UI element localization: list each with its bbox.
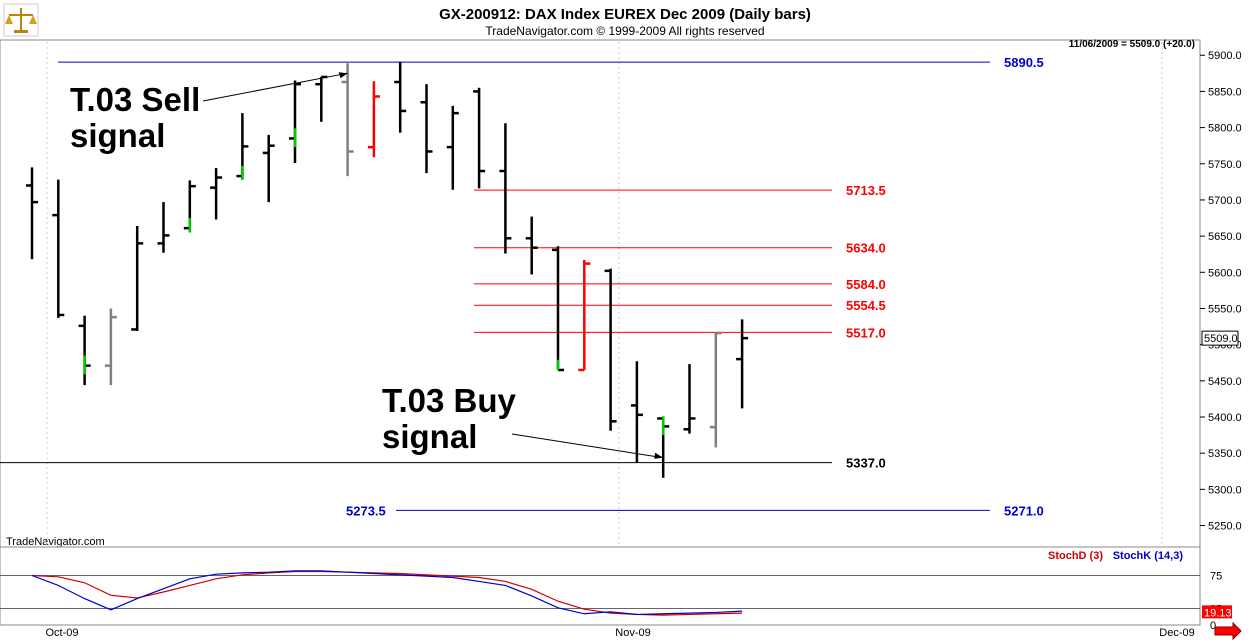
ohlc-bar bbox=[78, 315, 91, 386]
buy-arrow bbox=[511, 433, 664, 459]
ohlc-bar bbox=[394, 61, 407, 133]
y-tick-label: 5700.0 bbox=[1208, 195, 1242, 207]
stoch-lines: 0257519.13 bbox=[0, 570, 1232, 632]
ohlc-bar bbox=[657, 416, 670, 478]
ohlc-bar bbox=[578, 259, 591, 372]
stochK-line bbox=[31, 570, 743, 616]
ohlc-bar bbox=[210, 168, 223, 220]
ohlc-bar bbox=[630, 361, 643, 463]
y-tick-label: 5750.0 bbox=[1208, 159, 1242, 171]
stochD-legend: StochD (3) bbox=[1048, 550, 1103, 562]
stoch-panel bbox=[0, 546, 1201, 626]
ohlc-bar bbox=[236, 113, 249, 180]
last-price-box bbox=[1201, 330, 1239, 346]
y-tick-label: 5250.0 bbox=[1208, 521, 1242, 533]
ohlc-bar bbox=[736, 319, 749, 409]
ohlc-bar bbox=[341, 63, 354, 177]
logo-icon bbox=[3, 3, 39, 37]
chart-subtitle: TradeNavigator.com © 1999-2009 All right… bbox=[485, 24, 764, 38]
y-tick-label: 5600.0 bbox=[1208, 267, 1242, 279]
x-tick-label: Oct-09 bbox=[45, 627, 78, 639]
y-tick-label: 5650.0 bbox=[1208, 231, 1242, 243]
y-tick-label: 5800.0 bbox=[1208, 123, 1242, 135]
stoch-last-box bbox=[1202, 605, 1232, 619]
chart-title: GX-200912: DAX Index EUREX Dec 2009 (Dai… bbox=[439, 6, 811, 23]
x-tick-label: Dec-09 bbox=[1159, 627, 1194, 639]
price-axis: 5250.05300.05350.05400.05450.05500.05550… bbox=[1200, 50, 1242, 533]
scroll-right-icon[interactable] bbox=[1214, 621, 1242, 641]
sell-signal-label-1: T.03 Sell bbox=[70, 81, 200, 118]
level-label: 5517.0 bbox=[846, 325, 886, 340]
price-levels: 5890.5 5713.5 5634.0 5584.0 5554.5 5517.0 5337… bbox=[0, 55, 1044, 518]
stoch-tick-label: 75 bbox=[1210, 571, 1222, 583]
buy-arrowhead-icon bbox=[654, 452, 664, 459]
ohlc-bar bbox=[289, 80, 301, 164]
ohlc-bar bbox=[104, 308, 117, 386]
ohlc-bar bbox=[683, 364, 696, 434]
ohlc-bar bbox=[52, 179, 65, 318]
quote-readout: 11/06/2009 = 5509.0 (+20.0) bbox=[1069, 39, 1195, 50]
stochD-line bbox=[31, 570, 743, 616]
ohlc-bar bbox=[709, 331, 722, 448]
level-left-label: 5273.5 bbox=[346, 503, 386, 518]
stochK-legend: StochK (14,3) bbox=[1113, 550, 1184, 562]
date-axis: Oct-09 Nov-09 Dec-09 bbox=[45, 627, 1194, 639]
x-tick-label: Nov-09 bbox=[615, 627, 650, 639]
ohlc-bar bbox=[157, 202, 170, 253]
ohlc-bar bbox=[26, 167, 38, 260]
stoch-tick-label: 0 bbox=[1210, 620, 1216, 632]
y-tick-label: 5350.0 bbox=[1208, 448, 1242, 460]
y-tick-label: 5550.0 bbox=[1208, 303, 1242, 315]
ohlc-bar bbox=[525, 216, 538, 275]
sell-signal-label-2: signal bbox=[70, 117, 165, 154]
ohlc-bar bbox=[473, 87, 486, 189]
ohlc-bar bbox=[262, 134, 275, 203]
level-label: 5713.5 bbox=[846, 183, 886, 198]
ohlc-bar bbox=[420, 84, 433, 174]
sell-arrow bbox=[202, 72, 348, 102]
last-price-label: 5509.0 bbox=[1204, 333, 1238, 345]
watermark: TradeNavigator.com bbox=[6, 536, 105, 548]
ohlc-bar bbox=[183, 180, 196, 233]
level-label: 5890.5 bbox=[1004, 55, 1044, 70]
price-bars bbox=[26, 61, 749, 478]
sell-arrowhead-icon bbox=[338, 72, 348, 79]
level-label: 5584.0 bbox=[846, 277, 886, 292]
buy-signal-label-1: T.03 Buy bbox=[382, 382, 517, 419]
ohlc-bar bbox=[131, 225, 144, 331]
annotations: T.03 Sell signal T.03 Buy signal bbox=[70, 72, 664, 459]
ohlc-bar bbox=[604, 268, 617, 431]
level-label: 5554.5 bbox=[846, 298, 886, 313]
y-tick-label: 5300.0 bbox=[1208, 484, 1242, 496]
level-label: 5337.0 bbox=[846, 456, 886, 471]
y-tick-label: 5900.0 bbox=[1208, 50, 1242, 62]
y-tick-label: 5400.0 bbox=[1208, 412, 1242, 424]
ohlc-bar bbox=[499, 123, 512, 254]
stoch-last-label: 19.13 bbox=[1204, 607, 1232, 619]
level-label: 5271.0 bbox=[1004, 503, 1044, 518]
ohlc-bar bbox=[446, 105, 459, 190]
y-tick-label: 5450.0 bbox=[1208, 376, 1242, 388]
level-label: 5634.0 bbox=[846, 241, 886, 256]
ohlc-bar bbox=[367, 81, 380, 158]
buy-signal-label-2: signal bbox=[382, 418, 477, 455]
y-tick-label: 5850.0 bbox=[1208, 86, 1242, 98]
ohlc-bar bbox=[552, 246, 564, 372]
